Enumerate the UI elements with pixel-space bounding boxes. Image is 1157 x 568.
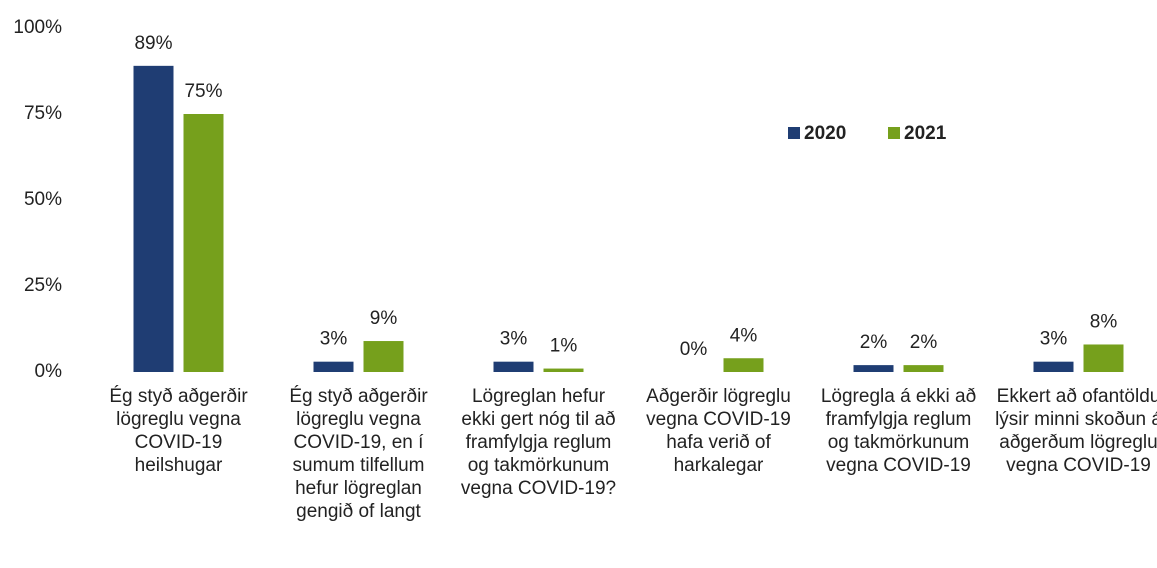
value-label: 75% [184,81,222,102]
value-label: 3% [320,329,348,350]
y-tick-label: 0% [35,361,63,382]
bar [723,358,764,372]
bar [313,361,354,372]
legend-label: 2020 [804,123,846,144]
y-tick-label: 100% [13,17,62,38]
value-label: 8% [1090,311,1118,332]
value-label: 2% [860,332,888,353]
value-label: 1% [550,336,578,357]
y-tick-label: 75% [24,103,62,124]
y-tick-label: 50% [24,189,62,210]
value-label: 89% [134,33,172,54]
x-tick-label: Ég styð aðgerðir lögreglu vegna COVID-19… [109,386,248,476]
bar [183,114,224,372]
bar [1033,361,1074,372]
bar [543,368,584,372]
bar [853,365,894,372]
bar [493,361,534,372]
x-tick-label: Aðgerðir lögreglu vegna COVID-19 hafa ve… [646,386,791,476]
x-tick-label: Ekkert að ofantöldu lýsir minni skoðun á… [995,386,1157,476]
y-tick-label: 25% [24,275,62,296]
legend-swatch [888,127,900,139]
x-tick-label: Ég styð aðgerðir lögreglu vegna COVID-19… [289,386,428,522]
legend-label: 2021 [904,123,947,144]
bar [903,365,944,372]
bar [363,341,404,372]
value-label: 3% [500,329,528,350]
value-label: 0% [680,339,708,360]
bar [133,65,174,372]
x-tick-label: Lögregla á ekki að framfylgja reglum og … [820,386,977,476]
legend-swatch [788,127,800,139]
value-label: 9% [370,308,398,329]
bar [1083,344,1124,372]
value-label: 2% [910,332,938,353]
value-label: 3% [1040,329,1068,350]
x-tick-label: Lögreglan hefur ekki gert nóg til að fra… [460,386,617,499]
value-label: 4% [730,325,758,346]
